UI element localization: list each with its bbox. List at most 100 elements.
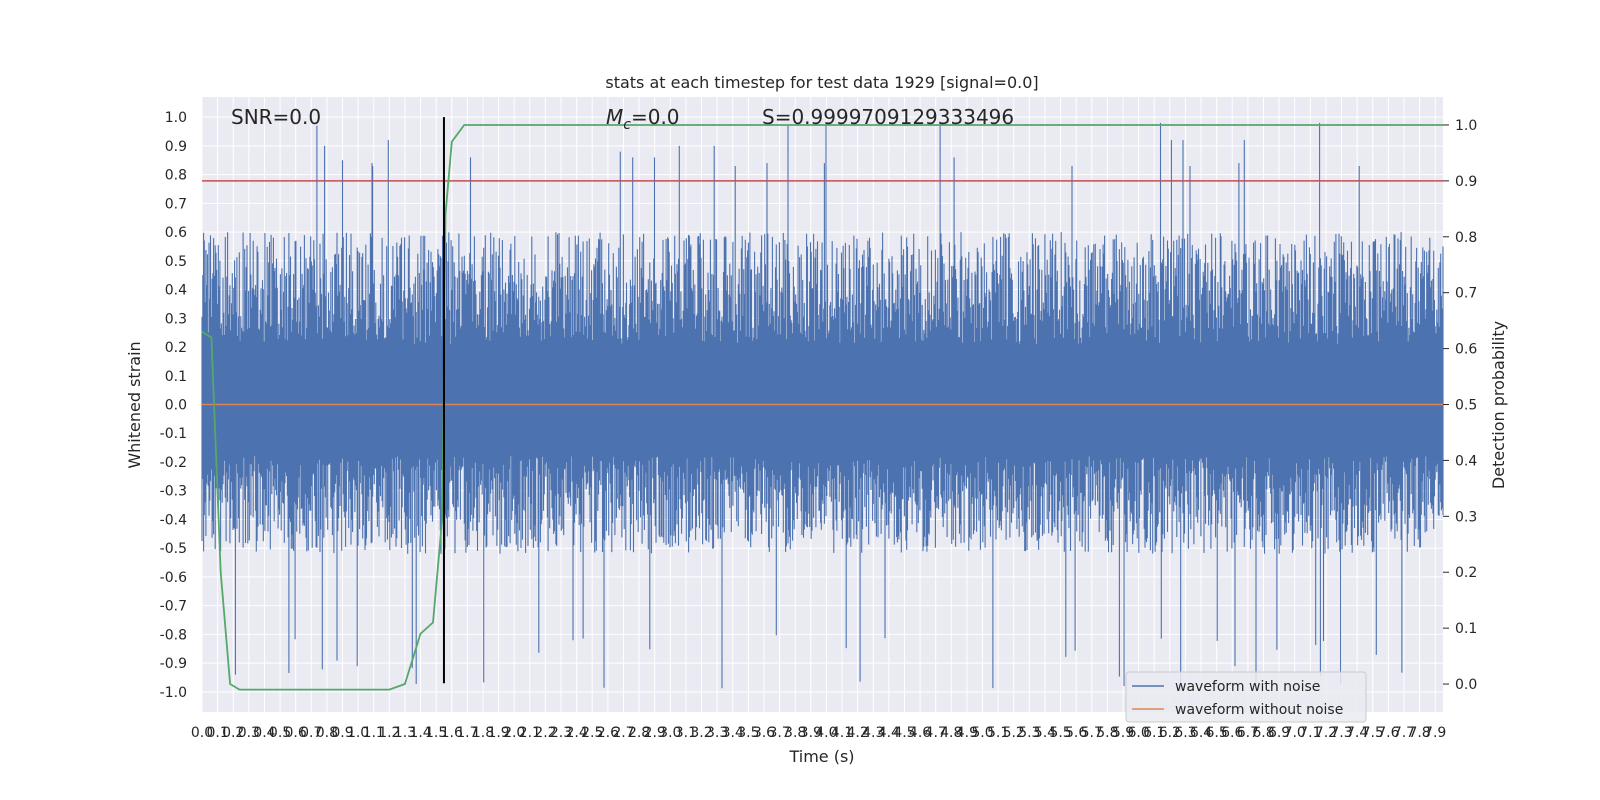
x-tick-label: 5.4 — [1034, 725, 1056, 741]
x-tick-label: 4.4 — [878, 725, 900, 741]
x-tick-label: 7.2 — [1315, 725, 1337, 741]
y-tick-label: 0.6 — [165, 225, 187, 241]
x-tick-label: 6.2 — [1159, 725, 1181, 741]
chirp-mass-symbol: M — [606, 105, 623, 129]
x-tick-label: 7.7 — [1393, 725, 1415, 741]
y2-tick-label: 0.8 — [1455, 230, 1477, 246]
y2-tick-label: 0.5 — [1455, 398, 1477, 414]
x-tick-label: 2.8 — [628, 725, 650, 741]
x-tick-label: 3.7 — [768, 725, 790, 741]
y-tick-label: 1.0 — [165, 110, 187, 126]
y-tick-label: 0.1 — [165, 369, 187, 385]
y2-tick-label: 0.0 — [1455, 677, 1477, 693]
legend-label-clean: waveform without noise — [1175, 702, 1343, 718]
x-tick-label: 3.6 — [753, 725, 775, 741]
x-tick-label: 6.4 — [1190, 725, 1212, 741]
x-tick-label: 0.2 — [222, 725, 244, 741]
x-tick-label: 0.1 — [206, 725, 228, 741]
y-tick-label: 0.9 — [165, 139, 187, 155]
x-tick-labels: 0.00.10.20.30.40.50.60.70.80.91.01.11.21… — [191, 725, 1446, 741]
y2-tick-label: 0.9 — [1455, 174, 1477, 190]
legend-label-noise: waveform with noise — [1175, 679, 1320, 695]
x-tick-label: 0.3 — [238, 725, 260, 741]
x-tick-label: 5.0 — [971, 725, 993, 741]
x-tick-label: 6.0 — [1127, 725, 1149, 741]
x-tick-label: 5.5 — [1049, 725, 1071, 741]
y-tick-label: 0.2 — [165, 340, 187, 356]
x-tick-label: 0.8 — [316, 725, 338, 741]
x-tick-label: 3.9 — [800, 725, 822, 741]
x-tick-label: 4.0 — [815, 725, 837, 741]
x-tick-label: 5.3 — [1018, 725, 1040, 741]
x-tick-label: 4.5 — [893, 725, 915, 741]
y-tick-label: -1.0 — [160, 685, 187, 701]
x-axis-label: Time (s) — [788, 747, 854, 766]
x-tick-label: 5.8 — [1096, 725, 1118, 741]
score-annotation: S=0.9999709129333496 — [762, 105, 1014, 129]
x-tick-label: 2.9 — [644, 725, 666, 741]
x-tick-label: 1.1 — [363, 725, 385, 741]
chirp-mass-subscript: c — [623, 117, 631, 133]
x-tick-label: 3.4 — [722, 725, 744, 741]
x-tick-label: 4.1 — [831, 725, 853, 741]
y-tick-label: 0.8 — [165, 168, 187, 184]
x-tick-label: 4.8 — [940, 725, 962, 741]
x-tick-label: 6.1 — [1143, 725, 1165, 741]
y2-tick-label: 0.2 — [1455, 565, 1477, 581]
y-tick-label: 0.4 — [165, 283, 187, 299]
y2-tick-label: 0.1 — [1455, 621, 1477, 637]
chirp-mass-annotation: Mc=0.0 — [606, 105, 680, 133]
x-tick-label: 4.6 — [909, 725, 931, 741]
x-tick-label: 3.8 — [784, 725, 806, 741]
x-tick-label: 1.3 — [394, 725, 416, 741]
y2-tick-label: 1.0 — [1455, 118, 1477, 134]
y-tick-label: -0.7 — [160, 599, 187, 615]
y2-tick-label: 0.3 — [1455, 509, 1477, 525]
y-tick-label: -0.5 — [160, 541, 187, 557]
x-tick-label: 2.3 — [550, 725, 572, 741]
y-tick-labels: 1.0 0.9 0.8 0.7 0.6 0.5 0.4 0.3 0.2 0.1 0.0 -0.1 -0.… — [160, 110, 187, 701]
detection-probability-line — [201, 124, 1443, 691]
x-tick-label: 6.3 — [1174, 725, 1196, 741]
x-tick-label: 5.2 — [1003, 725, 1025, 741]
y-tick-label: -0.2 — [160, 455, 187, 471]
x-tick-label: 5.1 — [987, 725, 1009, 741]
x-tick-label: 4.9 — [956, 725, 978, 741]
x-tick-label: 7.1 — [1299, 725, 1321, 741]
chart-title: stats at each timestep for test data 192… — [605, 73, 1038, 92]
x-tick-label: 7.3 — [1330, 725, 1352, 741]
x-tick-label: 2.4 — [566, 725, 588, 741]
series-lines — [201, 117, 1443, 691]
y2-tick-label: 0.7 — [1455, 286, 1477, 302]
x-tick-label: 4.3 — [862, 725, 884, 741]
y-tick-label: -0.4 — [160, 512, 187, 528]
x-tick-label: 6.8 — [1252, 725, 1274, 741]
series-waveform-with-noise — [201, 122, 1444, 691]
y2-tick-label: 0.4 — [1455, 453, 1477, 469]
x-tick-label: 6.6 — [1221, 725, 1243, 741]
chirp-mass-value: =0.0 — [631, 105, 680, 129]
x-tick-label: 5.9 — [1112, 725, 1134, 741]
x-tick-label: 3.3 — [706, 725, 728, 741]
y-tick-label: -0.9 — [160, 656, 187, 672]
x-tick-label: 0.7 — [300, 725, 322, 741]
y2-tick-label: 0.6 — [1455, 342, 1477, 358]
x-tick-label: 0.9 — [331, 725, 353, 741]
x-tick-label: 1.8 — [472, 725, 494, 741]
waveform-with-noise-line — [201, 122, 1444, 691]
y-tick-label: 0.5 — [165, 254, 187, 270]
x-tick-label: 7.9 — [1424, 725, 1446, 741]
x-tick-label: 7.5 — [1362, 725, 1384, 741]
x-tick-label: 1.7 — [456, 725, 478, 741]
y-tick-label: 0.0 — [165, 398, 187, 414]
x-tick-label: 3.5 — [737, 725, 759, 741]
x-tick-label: 2.2 — [534, 725, 556, 741]
x-tick-label: 4.7 — [925, 725, 947, 741]
x-tick-label: 6.9 — [1268, 725, 1290, 741]
legend: waveform with noise waveform without noi… — [1125, 671, 1367, 723]
x-tick-label: 3.0 — [659, 725, 681, 741]
x-tick-label: 3.2 — [690, 725, 712, 741]
y-tick-label: -0.8 — [160, 627, 187, 643]
x-tick-label: 7.8 — [1408, 725, 1430, 741]
